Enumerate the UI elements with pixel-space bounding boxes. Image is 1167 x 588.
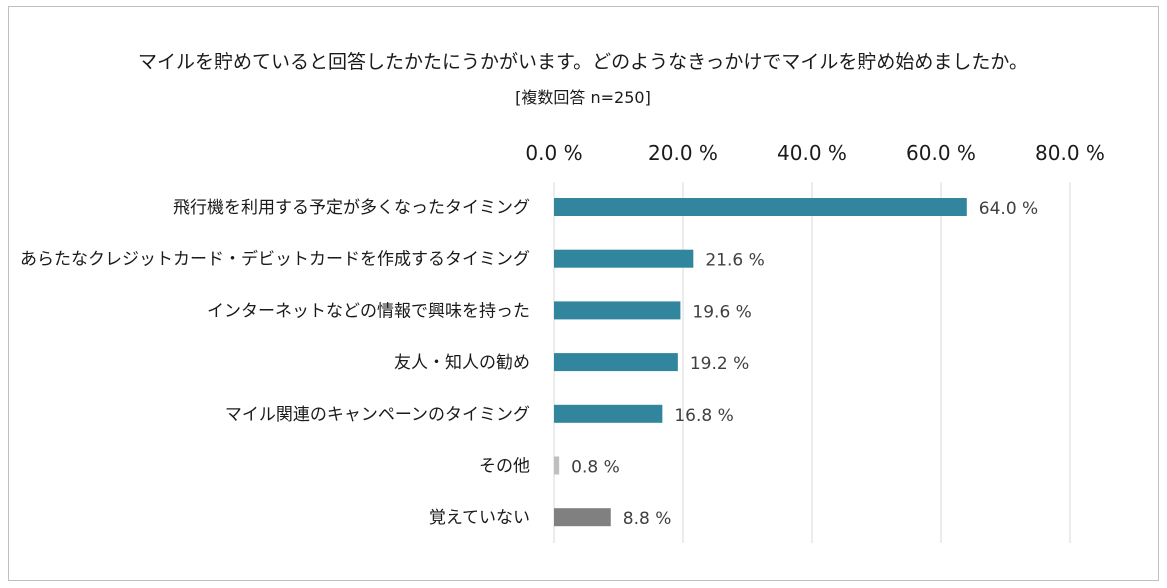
chart-title: マイルを貯めていると回答したかたにうかがいます。どのようなきっかけでマイルを貯め…	[138, 51, 1028, 73]
value-label-6: 8.8 %	[623, 509, 672, 529]
category-label-3: 友人・知人の勧め	[394, 353, 530, 373]
bar-2	[554, 301, 681, 320]
x-tick-label-4: 80.0 %	[1035, 141, 1105, 165]
x-axis-ticks: 0.0 % 20.0 % 40.0 % 60.0 % 80.0 %	[525, 141, 1105, 165]
category-label-0: 飛行機を利用する予定が多くなったタイミング	[173, 198, 530, 218]
value-label-4: 16.8 %	[674, 406, 733, 426]
category-label-1: あらたなクレジットカード・デビットカードを作成するタイミング	[20, 249, 530, 270]
bar-0	[554, 198, 967, 216]
x-tick-label-0: 0.0 %	[525, 141, 582, 165]
category-labels: 飛行機を利用する予定が多くなったタイミングあらたなクレジットカード・デビットカー…	[20, 198, 530, 528]
gridlines	[553, 182, 1071, 543]
bar-3	[554, 353, 678, 372]
chart-subtitle: [複数回答 n=250]	[515, 88, 651, 107]
value-label-2: 19.6 %	[692, 302, 751, 322]
category-label-4: マイル関連のキャンペーンのタイミング	[225, 405, 530, 425]
x-tick-label-3: 60.0 %	[906, 141, 976, 165]
bars	[554, 198, 967, 527]
bar-5	[554, 456, 560, 475]
value-labels: 64.0 % 21.6 % 19.6 % 19.2 % 16.8 % 0.8 % 8.8 %	[571, 199, 1038, 529]
bar-4	[554, 404, 663, 423]
chart-frame	[8, 6, 1159, 581]
bar-1	[554, 249, 694, 268]
value-label-1: 21.6 %	[705, 251, 764, 271]
bar-6	[554, 508, 611, 527]
x-tick-label-1: 20.0 %	[648, 141, 718, 165]
category-label-6: 覚えていない	[429, 508, 530, 528]
x-tick-label-2: 40.0 %	[777, 141, 847, 165]
value-label-0: 64.0 %	[979, 199, 1038, 219]
category-label-2: インターネットなどの情報で興味を持った	[207, 301, 530, 321]
category-label-5: その他	[479, 457, 530, 477]
value-label-5: 0.8 %	[571, 458, 620, 478]
value-label-3: 19.2 %	[690, 354, 749, 374]
